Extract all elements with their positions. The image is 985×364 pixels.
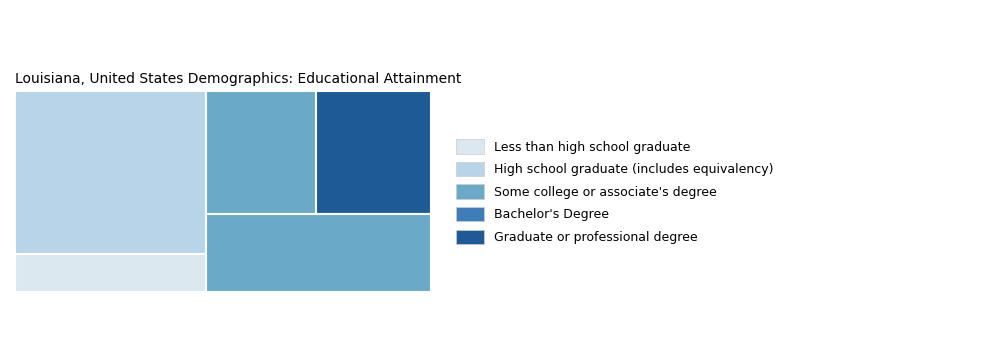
Legend: Less than high school graduate, High school graduate (includes equivalency), Som: Less than high school graduate, High sch… [450, 133, 780, 250]
Bar [206, 214, 431, 292]
Bar [315, 91, 431, 214]
Bar [206, 91, 315, 214]
Bar [15, 91, 206, 254]
Text: Louisiana, United States Demographics: Educational Attainment: Louisiana, United States Demographics: E… [15, 72, 461, 86]
Bar [15, 254, 206, 292]
